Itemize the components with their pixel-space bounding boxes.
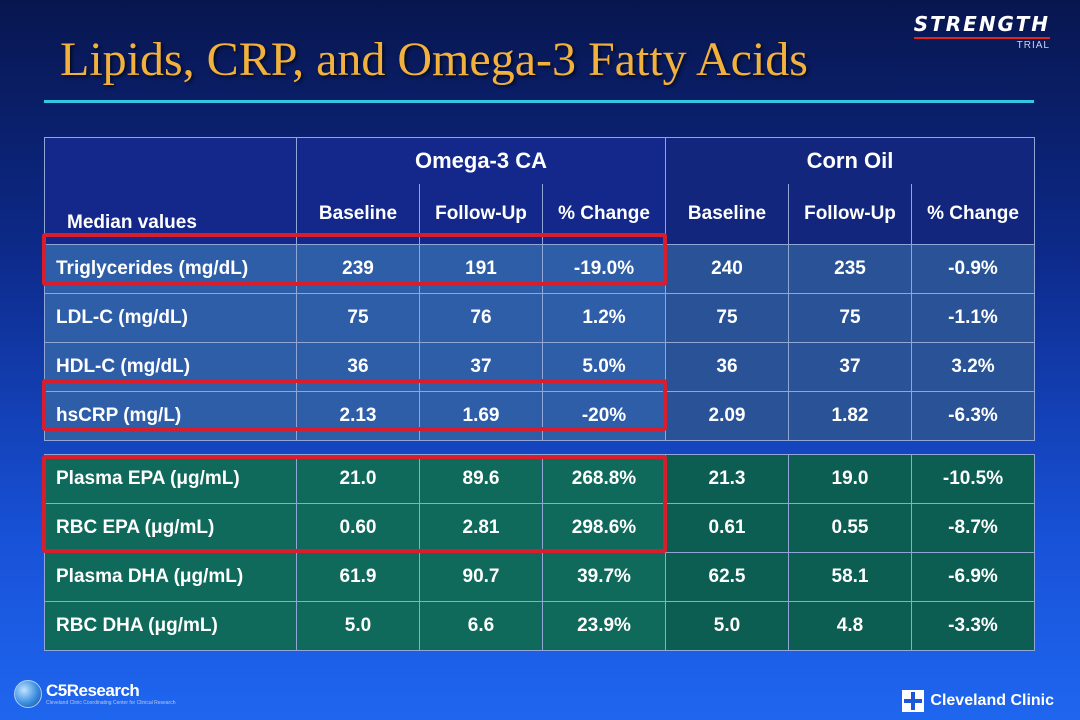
table-cell: 0.61 [665, 503, 789, 553]
table-cell: 1.69 [419, 391, 543, 441]
row-label: LDL-C (mg/dL) [44, 293, 297, 343]
table-cell: 1.82 [788, 391, 912, 441]
table-cell: 1.2% [542, 293, 666, 343]
c5research-logo: C5Research Cleveland Clinic Coordinating… [14, 680, 176, 708]
group-header-omega3: Omega-3 CA [296, 137, 666, 184]
table-row: Plasma DHA (μg/mL) 61.9 90.7 39.7% 62.5 … [44, 552, 1035, 602]
table-cell: 5.0 [665, 601, 789, 651]
table-cell: 62.5 [665, 552, 789, 602]
table-cell: 0.60 [296, 503, 420, 553]
row-label: RBC EPA (μg/mL) [44, 503, 297, 553]
row-header-label: Median values [44, 184, 297, 245]
table-row: HDL-C (mg/dL) 36 37 5.0% 36 37 3.2% [44, 342, 1035, 392]
table-cell: -3.3% [911, 601, 1035, 651]
table-cell: 19.0 [788, 454, 912, 504]
table-cell: -6.3% [911, 391, 1035, 441]
table-cell: 5.0 [296, 601, 420, 651]
table-cell: 240 [665, 244, 789, 294]
table-cell: 4.8 [788, 601, 912, 651]
row-label: Plasma EPA (μg/mL) [44, 454, 297, 504]
table-cell: 58.1 [788, 552, 912, 602]
table-cell: 191 [419, 244, 543, 294]
table-cell: -6.9% [911, 552, 1035, 602]
cleveland-clinic-cross-icon [902, 690, 925, 712]
table-cell: 89.6 [419, 454, 543, 504]
table-cell: 90.7 [419, 552, 543, 602]
table-cell: 235 [788, 244, 912, 294]
table-cell: 21.0 [296, 454, 420, 504]
table-cell: 75 [665, 293, 789, 343]
table-cell: 61.9 [296, 552, 420, 602]
table-cell: 2.13 [296, 391, 420, 441]
table-cell: 268.8% [542, 454, 666, 504]
table-cell: -20% [542, 391, 666, 441]
strength-trial-logo: STRENGTH TRIAL [913, 12, 1050, 51]
row-label: RBC DHA (μg/mL) [44, 601, 297, 651]
table-cell: 5.0% [542, 342, 666, 392]
group-header-row: Omega-3 CA Corn Oil [44, 137, 1035, 184]
table-cell: -0.9% [911, 244, 1035, 294]
table-row: RBC EPA (μg/mL) 0.60 2.81 298.6% 0.61 0.… [44, 503, 1035, 553]
cleveland-clinic-name: Cleveland Clinic [930, 692, 1054, 709]
table-cell: -8.7% [911, 503, 1035, 553]
group-header-corn-oil: Corn Oil [665, 137, 1035, 184]
table-row: LDL-C (mg/dL) 75 76 1.2% 75 75 -1.1% [44, 293, 1035, 343]
table-cell: -19.0% [542, 244, 666, 294]
table-row: Plasma EPA (μg/mL) 21.0 89.6 268.8% 21.3… [44, 454, 1035, 504]
table-cell: 6.6 [419, 601, 543, 651]
table-cell: 23.9% [542, 601, 666, 651]
table-cell: 2.81 [419, 503, 543, 553]
table-cell: 0.55 [788, 503, 912, 553]
table-row: Triglycerides (mg/dL) 239 191 -19.0% 240… [44, 244, 1035, 294]
table-cell: 75 [296, 293, 420, 343]
table-cell: 36 [665, 342, 789, 392]
c5research-tagline: Cleveland Clinic Coordinating Center for… [46, 699, 176, 706]
table-cell: 21.3 [665, 454, 789, 504]
table-cell: 37 [419, 342, 543, 392]
row-label: HDL-C (mg/dL) [44, 342, 297, 392]
fatty-acids-table: Plasma EPA (μg/mL) 21.0 89.6 268.8% 21.3… [44, 454, 1035, 651]
row-label: hsCRP (mg/L) [44, 391, 297, 441]
table-row: RBC DHA (μg/mL) 5.0 6.6 23.9% 5.0 4.8 -3… [44, 601, 1035, 651]
column-header: Follow-Up [788, 184, 912, 245]
column-header: Follow-Up [419, 184, 543, 245]
c5research-name: C5Research [46, 680, 140, 700]
column-header: % Change [542, 184, 666, 245]
globe-icon [14, 680, 42, 708]
table-cell: 39.7% [542, 552, 666, 602]
table-cell: 2.09 [665, 391, 789, 441]
cleveland-clinic-logo: Cleveland Clinic [902, 690, 1054, 712]
column-header: Baseline [296, 184, 420, 245]
table-cell: 3.2% [911, 342, 1035, 392]
table-cell: 76 [419, 293, 543, 343]
table-cell: -1.1% [911, 293, 1035, 343]
row-label: Plasma DHA (μg/mL) [44, 552, 297, 602]
table-cell: 298.6% [542, 503, 666, 553]
lipids-table: Omega-3 CA Corn Oil Median values Baseli… [44, 137, 1035, 441]
column-header-row: Median values Baseline Follow-Up % Chang… [44, 184, 1035, 245]
row-label: Triglycerides (mg/dL) [44, 244, 297, 294]
table-cell: 37 [788, 342, 912, 392]
table-cell: 75 [788, 293, 912, 343]
brand-sub: TRIAL [1016, 40, 1050, 51]
title-divider [44, 100, 1034, 103]
table-cell: 36 [296, 342, 420, 392]
column-header: % Change [911, 184, 1035, 245]
slide-title: Lipids, CRP, and Omega-3 Fatty Acids [60, 33, 808, 86]
table-row: hsCRP (mg/L) 2.13 1.69 -20% 2.09 1.82 -6… [44, 391, 1035, 441]
table-cell: -10.5% [911, 454, 1035, 504]
corner-cell [44, 137, 297, 184]
column-header: Baseline [665, 184, 789, 245]
table-cell: 239 [296, 244, 420, 294]
brand-name: STRENGTH [913, 12, 1050, 39]
